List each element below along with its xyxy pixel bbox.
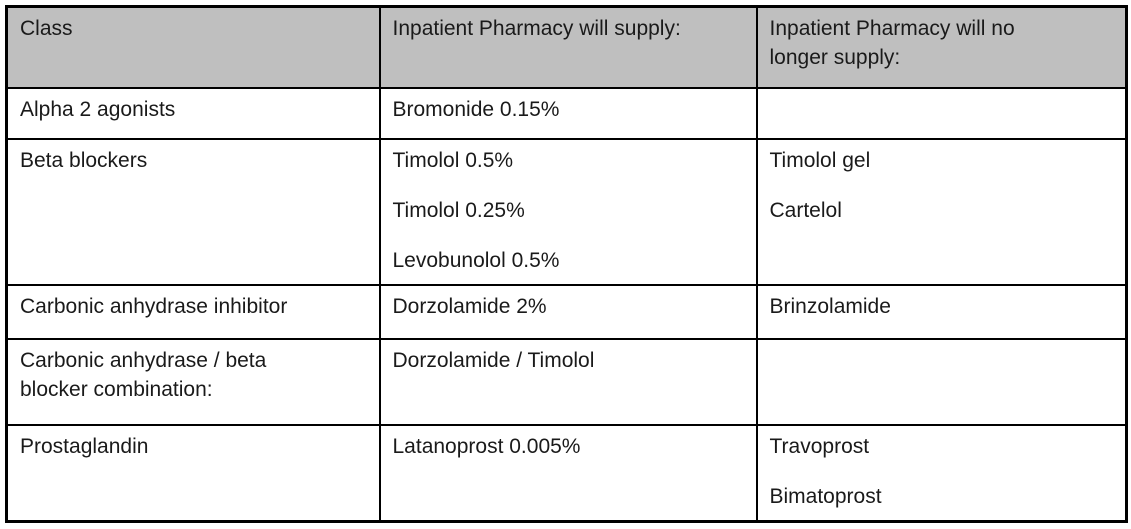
class-label: Beta blockers xyxy=(20,148,148,172)
drug-item: Dorzolamide / Timolol xyxy=(392,348,595,372)
drug-item: Brinzolamide xyxy=(769,294,891,318)
drug-item: Dorzolamide 2% xyxy=(392,294,547,318)
table-row-prostaglandin: Prostaglandin Latanoprost 0.005% Travopr… xyxy=(5,423,1128,523)
header-class-label: Class xyxy=(20,17,73,40)
cell-will-supply: Dorzolamide / Timolol xyxy=(378,337,758,426)
cell-class: Carbonic anhydrase inhibitor xyxy=(5,283,381,340)
drug-item: Travoprost xyxy=(769,434,870,458)
drug-item: Timolol 0.5% xyxy=(392,148,514,172)
header-no-longer-supply: Inpatient Pharmacy will no longer supply… xyxy=(755,5,1128,89)
cell-no-longer-supply-empty xyxy=(755,337,1128,426)
header-will-supply: Inpatient Pharmacy will supply: xyxy=(378,5,758,89)
header-class: Class xyxy=(5,5,381,89)
cell-class: Alpha 2 agonists xyxy=(5,86,381,140)
table-row-beta-blockers: Beta blockers Timolol 0.5% Timolol 0.25%… xyxy=(5,137,1128,286)
cell-no-longer-supply: Travoprost Bimatoprost xyxy=(755,423,1128,523)
cell-will-supply: Timolol 0.5% Timolol 0.25% Levobunolol 0… xyxy=(378,137,758,286)
cell-class: Carbonic anhydrase / beta blocker combin… xyxy=(5,337,381,426)
cell-class: Beta blockers xyxy=(5,137,381,286)
drug-item: Cartelol xyxy=(769,198,842,222)
cell-class: Prostaglandin xyxy=(5,423,381,523)
drug-item: Latanoprost 0.005% xyxy=(392,434,581,458)
cell-no-longer-supply-empty xyxy=(755,86,1128,140)
drug-item: Timolol gel xyxy=(769,148,871,172)
class-label: Alpha 2 agonists xyxy=(20,97,176,121)
class-label: Carbonic anhydrase inhibitor xyxy=(20,294,288,318)
drug-item: Bimatoprost xyxy=(769,484,882,508)
cell-will-supply: Latanoprost 0.005% xyxy=(378,423,758,523)
cell-no-longer-supply: Timolol gel Cartelol xyxy=(755,137,1128,286)
class-label: Prostaglandin xyxy=(20,434,149,458)
drug-item: Levobunolol 0.5% xyxy=(392,248,560,272)
drug-item: Timolol 0.25% xyxy=(392,198,525,222)
class-label: Carbonic anhydrase / beta blocker combin… xyxy=(20,348,267,401)
pharmacy-supply-table: Class Inpatient Pharmacy will supply: In… xyxy=(5,5,1128,523)
table-row-carbonic-anhydrase-beta-blocker-combination: Carbonic anhydrase / beta blocker combin… xyxy=(5,337,1128,426)
header-will-supply-label: Inpatient Pharmacy will supply: xyxy=(392,17,681,40)
table-header-row: Class Inpatient Pharmacy will supply: In… xyxy=(5,5,1128,89)
drug-item: Bromonide 0.15% xyxy=(392,97,560,121)
cell-will-supply: Dorzolamide 2% xyxy=(378,283,758,340)
table-row-alpha-2-agonists: Alpha 2 agonists Bromonide 0.15% xyxy=(5,86,1128,140)
cell-no-longer-supply: Brinzolamide xyxy=(755,283,1128,340)
header-no-longer-supply-label: Inpatient Pharmacy will no longer supply… xyxy=(769,17,1015,69)
cell-will-supply: Bromonide 0.15% xyxy=(378,86,758,140)
table-row-carbonic-anhydrase-inhibitor: Carbonic anhydrase inhibitor Dorzolamide… xyxy=(5,283,1128,340)
